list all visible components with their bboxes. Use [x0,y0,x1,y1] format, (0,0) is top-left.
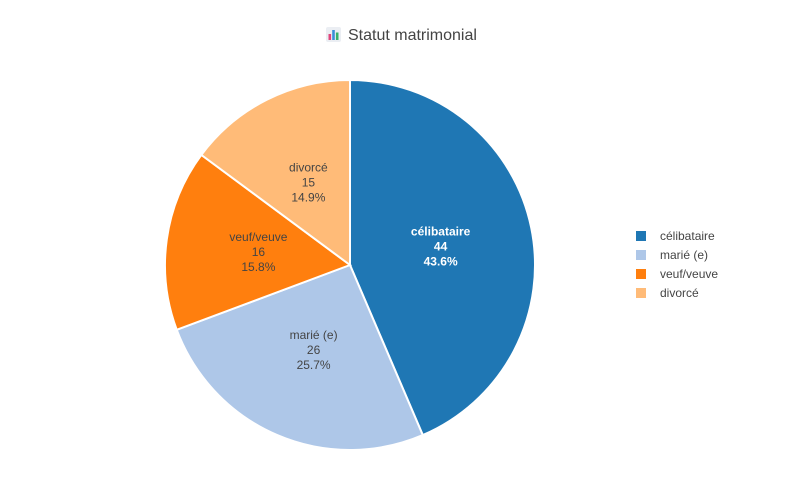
legend-item-celibataire[interactable]: célibataire [636,229,715,243]
pie-slice-labels: célibataire 44 43.6% marié (e) 26 25.7% veuf/v… [229,160,470,372]
legend-item-veuf-veuve[interactable]: veuf/veuve [636,267,718,281]
legend-label: divorcé [660,286,699,300]
pie-slice-divorce[interactable] [199,78,351,267]
legend-swatch [636,288,646,298]
legend-swatch [636,250,646,260]
pie-slices [164,78,536,451]
slice-label-veuf-veuve: veuf/veuve 16 15.8% [229,230,287,274]
pie-slice-veuf-veuve[interactable] [164,153,353,332]
bar-chart-icon [326,27,341,42]
legend-label: veuf/veuve [660,267,718,281]
legend-label: célibataire [660,229,715,243]
chart-title: Statut matrimonial [326,27,477,44]
slice-label-divorce: divorcé 15 14.9% [289,160,328,204]
chart-title-text: Statut matrimonial [348,27,477,44]
slice-label-celibataire: célibataire 44 43.6% [411,224,471,268]
slice-label-marie-e: marié (e) 26 25.7% [290,328,338,372]
legend-item-marie-e[interactable]: marié (e) [636,248,708,262]
pie-slice-marie-e[interactable] [175,263,425,451]
legend-label: marié (e) [660,248,708,262]
legend: célibataire marié (e) veuf/veuve divorcé [636,229,718,300]
pie-slice-celibataire[interactable] [349,78,536,437]
legend-item-divorce[interactable]: divorcé [636,286,699,300]
legend-swatch [636,269,646,279]
legend-swatch [636,231,646,241]
